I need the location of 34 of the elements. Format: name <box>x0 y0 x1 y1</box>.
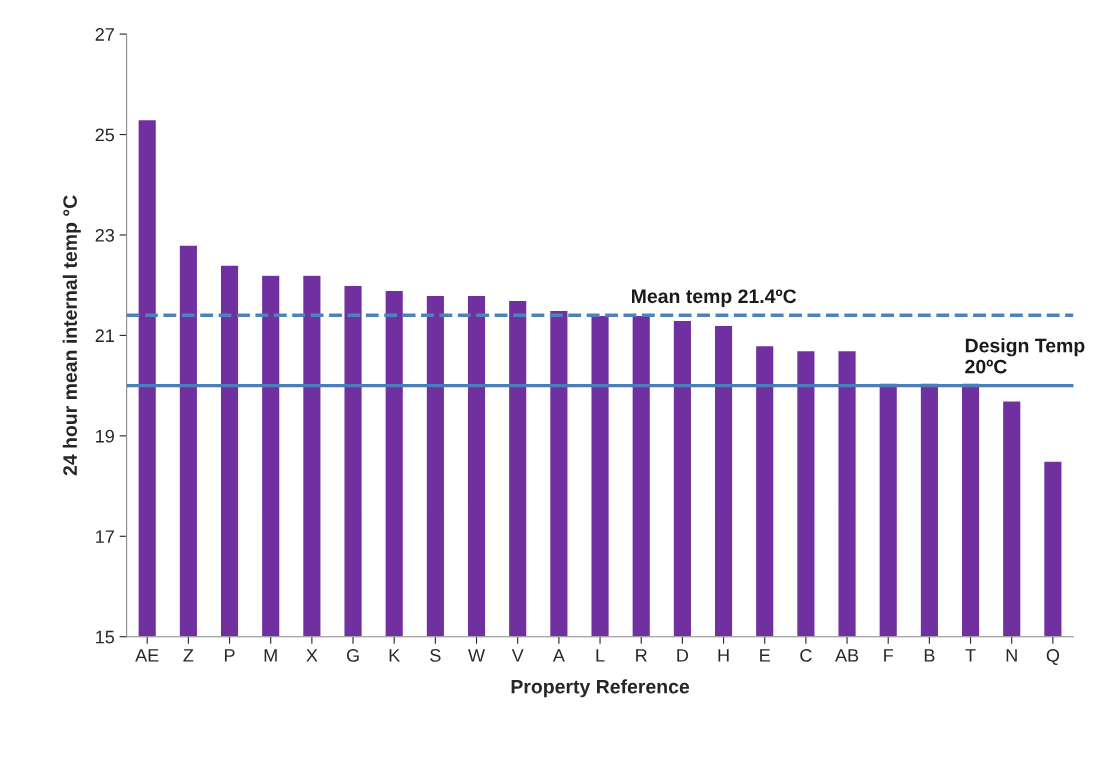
x-tick-label: AB <box>835 649 859 662</box>
x-tick-label: E <box>760 649 770 662</box>
x-tick-label: D <box>677 649 689 662</box>
x-tick-label: Z <box>183 649 194 662</box>
y-axis-title: 24 hour mean internal temp °C <box>62 195 81 476</box>
x-tick-label: R <box>636 649 647 662</box>
y-tick-label: 25 <box>95 128 115 142</box>
x-tick-label: W <box>468 649 485 662</box>
ref-line-label: Design Temp 20ºC <box>965 338 1085 374</box>
x-axis-title: Property Reference <box>511 679 690 698</box>
x-tick-label: F <box>884 649 894 662</box>
x-tick-label: C <box>800 649 812 662</box>
x-tick-label: AE <box>135 649 159 662</box>
x-tick-label: P <box>224 649 235 662</box>
x-tick-label: X <box>306 649 318 662</box>
x-tick-label: K <box>389 649 401 662</box>
x-tick-label: V <box>511 649 524 662</box>
x-tick-label: M <box>264 649 277 662</box>
x-tick-label: T <box>965 649 976 662</box>
x-tick-label: L <box>596 649 605 662</box>
ref-line-label: Mean temp 21.4ºC <box>632 289 797 307</box>
y-tick-label: 15 <box>96 630 115 644</box>
x-tick-label: G <box>346 649 359 662</box>
x-tick-label: N <box>1006 649 1017 662</box>
x-tick-label: B <box>924 649 935 662</box>
x-tick-label: S <box>430 649 441 662</box>
x-tick-label: H <box>718 649 729 662</box>
y-tick-label: 21 <box>95 329 114 342</box>
x-tick-label: A <box>552 649 565 662</box>
y-tick-label: 23 <box>95 228 115 242</box>
y-tick-label: 19 <box>96 429 114 443</box>
y-tick-label: 17 <box>96 530 114 543</box>
y-tick-label: 27 <box>95 28 114 41</box>
x-tick-label: Q <box>1046 649 1060 666</box>
